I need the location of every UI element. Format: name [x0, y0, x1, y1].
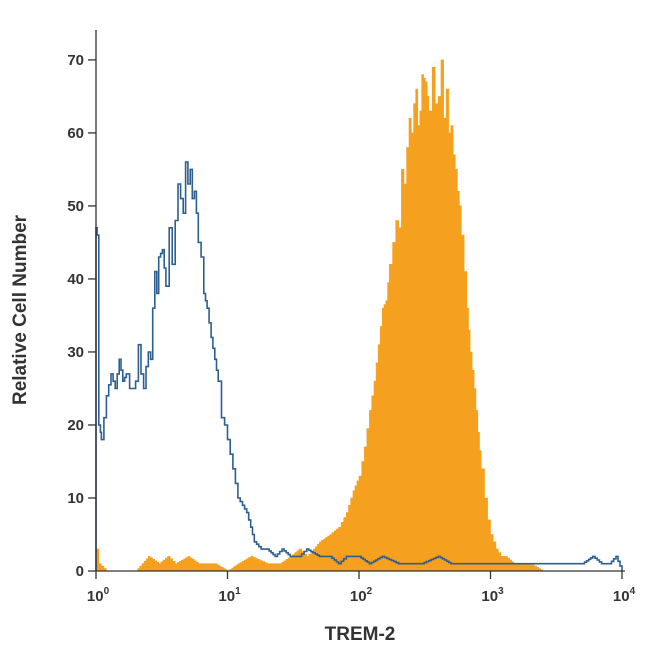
ticks-layer: 0 10 20 30 40 50 60 70 100 101 102 103 104 — [67, 52, 635, 605]
y-tick-label: 50 — [67, 198, 84, 215]
x-tick-label: 102 — [350, 586, 373, 605]
x-tick-label: 103 — [481, 586, 504, 605]
y-tick-label: 60 — [67, 125, 84, 142]
y-tick-label: 20 — [67, 417, 84, 434]
x-tick-label: 101 — [218, 586, 241, 605]
histogram-series-1 — [95, 59, 622, 572]
histogram-series-2 — [95, 161, 623, 571]
y-axis-title: Relative Cell Number — [10, 214, 31, 405]
series-layer — [95, 59, 623, 572]
y-tick-label: 30 — [67, 344, 84, 361]
y-tick-label: 70 — [67, 52, 84, 69]
y-tick-label: 10 — [67, 490, 84, 507]
x-tick-label: 100 — [87, 586, 110, 605]
x-tick-label: 104 — [613, 586, 636, 605]
y-tick-label: 0 — [76, 563, 84, 580]
axes-layer — [95, 30, 625, 572]
y-tick-label: 40 — [67, 271, 84, 288]
x-axis-title: TREM-2 — [325, 624, 396, 645]
